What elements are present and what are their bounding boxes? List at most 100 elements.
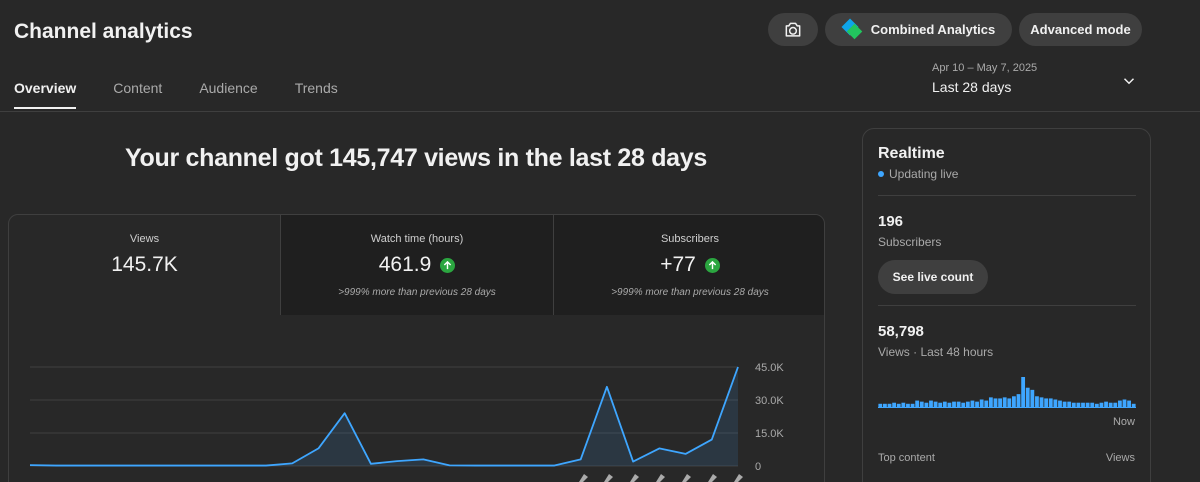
metric-value: +77 bbox=[554, 253, 824, 277]
realtime-bar bbox=[901, 402, 906, 407]
realtime-bar bbox=[1021, 377, 1026, 407]
tab-overview[interactable]: Overview bbox=[14, 80, 77, 109]
headline: Your channel got 145,747 views in the la… bbox=[125, 144, 707, 172]
combined-analytics-logo-icon bbox=[841, 18, 863, 40]
views-area bbox=[30, 367, 738, 466]
metric-label: Views bbox=[129, 233, 160, 245]
realtime-bar bbox=[933, 401, 938, 407]
screenshot-button[interactable] bbox=[768, 13, 818, 46]
y-tick-label: 45.0K bbox=[755, 362, 784, 374]
realtime-bar bbox=[1035, 396, 1039, 407]
realtime-bar bbox=[993, 398, 998, 407]
metric-comparison: >999% more than previous 28 days bbox=[338, 287, 496, 298]
realtime-bar bbox=[1067, 401, 1072, 407]
realtime-bar bbox=[878, 403, 883, 407]
y-tick-label: 30.0K bbox=[755, 395, 784, 407]
realtime-bar bbox=[1025, 387, 1030, 407]
video-marker-icon bbox=[656, 474, 665, 482]
camera-icon bbox=[785, 22, 801, 37]
combined-analytics-button[interactable]: Combined Analytics bbox=[825, 13, 1012, 46]
video-marker-icon bbox=[630, 474, 639, 482]
realtime-card: Realtime Updating live 196 Subscribers S… bbox=[862, 128, 1151, 482]
realtime-status: Updating live bbox=[878, 167, 958, 181]
chevron-down-icon[interactable] bbox=[1120, 72, 1138, 90]
advanced-mode-button[interactable]: Advanced mode bbox=[1019, 13, 1142, 46]
realtime-bar bbox=[998, 398, 1002, 407]
realtime-bar bbox=[924, 402, 929, 407]
realtime-bar bbox=[1122, 399, 1127, 407]
realtime-now-label: Now bbox=[1112, 416, 1135, 428]
realtime-bar bbox=[1062, 401, 1067, 407]
realtime-bar bbox=[942, 401, 947, 407]
realtime-bar bbox=[929, 400, 933, 407]
realtime-bar bbox=[965, 401, 970, 407]
top-content-label: Top content bbox=[878, 452, 935, 464]
realtime-bar bbox=[919, 401, 924, 407]
date-range-label: Last 28 days bbox=[932, 79, 1012, 95]
realtime-bar bbox=[1099, 402, 1104, 407]
metric-comparison: >999% more than previous 28 days bbox=[611, 287, 769, 298]
views-chart: 45.0K 30.0K 15.0K 0 bbox=[29, 362, 784, 482]
realtime-views-label: Views · Last 48 hours bbox=[878, 345, 994, 359]
y-tick-label: 0 bbox=[755, 461, 761, 473]
metric-value: 145.7K bbox=[111, 253, 178, 276]
realtime-bar bbox=[1071, 402, 1076, 407]
realtime-bar bbox=[1085, 402, 1090, 407]
video-marker-icon bbox=[708, 474, 717, 482]
video-marker-icon bbox=[734, 474, 743, 482]
tab-bar: Overview Content Audience Trends bbox=[14, 80, 375, 109]
realtime-bar bbox=[979, 399, 984, 407]
metrics-card: Views 145.7K Watch time (hours) 461.9 >9… bbox=[8, 214, 825, 482]
realtime-bar bbox=[961, 402, 966, 407]
realtime-bar bbox=[1113, 402, 1118, 407]
realtime-bar bbox=[1002, 397, 1007, 407]
arrow-up-icon bbox=[704, 257, 720, 273]
views-column-label: Views bbox=[1105, 452, 1135, 464]
tab-divider bbox=[0, 111, 1200, 112]
page-title: Channel analytics bbox=[14, 20, 193, 43]
realtime-bar bbox=[1039, 397, 1044, 407]
realtime-bar bbox=[988, 397, 993, 407]
realtime-bar bbox=[1127, 400, 1131, 407]
realtime-bar bbox=[1058, 400, 1062, 407]
tab-content[interactable]: Content bbox=[113, 80, 163, 96]
realtime-bar bbox=[1016, 394, 1021, 407]
realtime-bar-chart bbox=[878, 377, 1136, 408]
metric-value: 461.9 bbox=[281, 253, 553, 277]
video-marker-icon bbox=[682, 474, 691, 482]
realtime-bar bbox=[1030, 389, 1035, 407]
realtime-bar bbox=[1131, 403, 1136, 407]
realtime-bar bbox=[892, 402, 897, 407]
realtime-bar bbox=[896, 403, 901, 407]
realtime-bar bbox=[915, 400, 920, 407]
realtime-bar bbox=[975, 401, 979, 407]
realtime-bar bbox=[1053, 399, 1058, 407]
realtime-bar bbox=[952, 401, 956, 407]
realtime-bar bbox=[984, 400, 989, 407]
date-range-text: Apr 10 – May 7, 2025 bbox=[932, 62, 1038, 74]
metric-views[interactable]: Views 145.7K bbox=[9, 215, 280, 315]
tab-trends[interactable]: Trends bbox=[294, 80, 338, 96]
realtime-bar bbox=[970, 400, 975, 407]
video-marker-icon bbox=[604, 474, 613, 482]
tab-audience[interactable]: Audience bbox=[199, 80, 258, 96]
realtime-views-value: 58,798 bbox=[878, 323, 924, 340]
realtime-bar bbox=[947, 402, 952, 407]
realtime-title: Realtime bbox=[878, 145, 945, 162]
video-marker-icon bbox=[579, 474, 588, 482]
realtime-subscribers-label: Subscribers bbox=[878, 235, 942, 249]
realtime-bar bbox=[1076, 402, 1081, 407]
realtime-bar bbox=[1081, 402, 1085, 407]
realtime-bar bbox=[956, 401, 961, 407]
realtime-bar bbox=[1012, 396, 1016, 407]
arrow-up-icon bbox=[440, 257, 456, 273]
date-range-selector[interactable]: Apr 10 – May 7, 2025 Last 28 days bbox=[932, 62, 1037, 95]
divider bbox=[878, 195, 1136, 196]
metric-watch-time[interactable]: Watch time (hours) 461.9 >999% more than… bbox=[280, 215, 553, 315]
see-live-count-button[interactable]: See live count bbox=[878, 260, 988, 294]
realtime-bar bbox=[1117, 400, 1122, 407]
combined-analytics-label: Combined Analytics bbox=[870, 22, 996, 37]
realtime-bar bbox=[910, 403, 915, 407]
realtime-bar bbox=[1094, 403, 1099, 407]
metric-subscribers[interactable]: Subscribers +77 >999% more than previous… bbox=[553, 215, 824, 315]
